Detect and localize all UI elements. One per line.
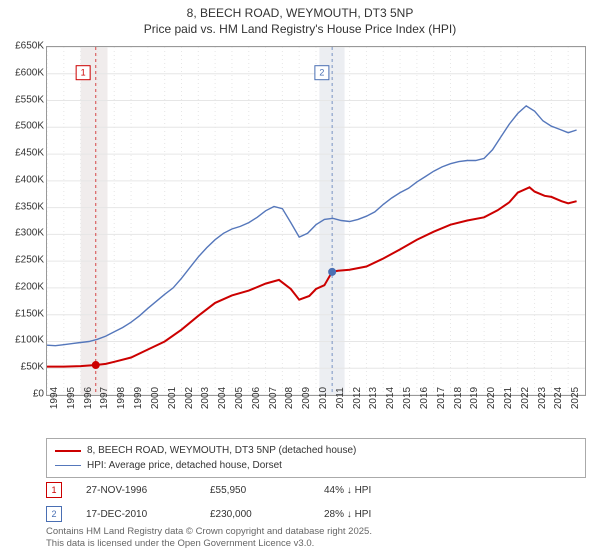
footer-line1: Contains HM Land Registry data © Crown c…	[46, 526, 586, 538]
y-axis-tick-label: £300K	[0, 228, 44, 239]
x-axis-tick-label: 2016	[419, 387, 430, 409]
x-axis-tick-label: 2006	[251, 387, 262, 409]
x-axis-tick-label: 2004	[217, 387, 228, 409]
x-axis-tick-label: 1996	[83, 387, 94, 409]
y-axis-tick-label: £0	[0, 389, 44, 400]
x-axis-tick-label: 2013	[368, 387, 379, 409]
legend-label: 8, BEECH ROAD, WEYMOUTH, DT3 5NP (detach…	[87, 443, 356, 458]
x-axis-tick-label: 2025	[570, 387, 581, 409]
x-axis-tick-label: 2022	[520, 387, 531, 409]
x-axis-tick-label: 2005	[234, 387, 245, 409]
x-axis-tick-label: 1997	[99, 387, 110, 409]
x-axis-tick-label: 2021	[503, 387, 514, 409]
legend-item: 8, BEECH ROAD, WEYMOUTH, DT3 5NP (detach…	[55, 443, 577, 458]
x-axis-tick-label: 1998	[116, 387, 127, 409]
x-axis-tick-label: 1994	[49, 387, 60, 409]
x-axis-tick-label: 2019	[469, 387, 480, 409]
title-line1: 8, BEECH ROAD, WEYMOUTH, DT3 5NP	[0, 6, 600, 22]
y-axis-tick-label: £650K	[0, 41, 44, 52]
transaction-comparison: 28% ↓ HPI	[324, 509, 371, 520]
chart-title: 8, BEECH ROAD, WEYMOUTH, DT3 5NP Price p…	[0, 0, 600, 37]
y-axis-tick-label: £50K	[0, 362, 44, 373]
x-axis-tick-label: 2011	[335, 387, 346, 409]
x-axis-tick-label: 2024	[553, 387, 564, 409]
transaction-marker-icon: 2	[46, 506, 62, 522]
x-axis-tick-label: 2017	[436, 387, 447, 409]
y-axis-tick-label: £450K	[0, 148, 44, 159]
svg-text:1: 1	[81, 68, 86, 78]
y-axis-tick-label: £100K	[0, 335, 44, 346]
y-axis-tick-label: £200K	[0, 281, 44, 292]
x-axis-tick-label: 2010	[318, 387, 329, 409]
x-axis-tick-label: 2001	[167, 387, 178, 409]
legend-swatch	[55, 450, 81, 452]
transaction-row: 1 27-NOV-1996 £55,950 44% ↓ HPI	[46, 478, 586, 502]
y-axis-tick-label: £400K	[0, 174, 44, 185]
x-axis-tick-label: 2015	[402, 387, 413, 409]
x-axis-tick-label: 2009	[301, 387, 312, 409]
x-axis-tick-label: 2007	[268, 387, 279, 409]
y-axis-tick-label: £150K	[0, 308, 44, 319]
x-axis-tick-label: 1995	[66, 387, 77, 409]
title-line2: Price paid vs. HM Land Registry's House …	[0, 22, 600, 38]
x-axis-tick-label: 2023	[537, 387, 548, 409]
x-axis-tick-label: 2020	[486, 387, 497, 409]
transaction-table: 1 27-NOV-1996 £55,950 44% ↓ HPI 2 17-DEC…	[46, 478, 586, 526]
x-axis-tick-label: 2014	[385, 387, 396, 409]
transaction-date: 27-NOV-1996	[86, 485, 186, 496]
y-axis-tick-label: £600K	[0, 67, 44, 78]
x-axis-tick-label: 1999	[133, 387, 144, 409]
footer-line2: This data is licensed under the Open Gov…	[46, 538, 586, 550]
y-axis-tick-label: £500K	[0, 121, 44, 132]
chart-plot-area: 12	[46, 46, 586, 396]
chart-svg: 12	[47, 47, 585, 395]
transaction-comparison: 44% ↓ HPI	[324, 485, 371, 496]
x-axis-tick-label: 2018	[453, 387, 464, 409]
legend: 8, BEECH ROAD, WEYMOUTH, DT3 5NP (detach…	[46, 438, 586, 478]
y-axis-tick-label: £350K	[0, 201, 44, 212]
transaction-price: £55,950	[210, 485, 300, 496]
y-axis-tick-label: £250K	[0, 255, 44, 266]
legend-swatch	[55, 465, 81, 466]
x-axis-tick-label: 2012	[352, 387, 363, 409]
svg-text:2: 2	[319, 68, 324, 78]
legend-label: HPI: Average price, detached house, Dors…	[87, 458, 282, 473]
x-axis-tick-label: 2008	[284, 387, 295, 409]
x-axis-tick-label: 2002	[184, 387, 195, 409]
x-axis-tick-label: 2003	[200, 387, 211, 409]
transaction-marker-icon: 1	[46, 482, 62, 498]
transaction-date: 17-DEC-2010	[86, 509, 186, 520]
legend-item: HPI: Average price, detached house, Dors…	[55, 458, 577, 473]
y-axis-tick-label: £550K	[0, 94, 44, 105]
x-axis-tick-label: 2000	[150, 387, 161, 409]
footer-attribution: Contains HM Land Registry data © Crown c…	[46, 526, 586, 550]
transaction-row: 2 17-DEC-2010 £230,000 28% ↓ HPI	[46, 502, 586, 526]
transaction-price: £230,000	[210, 509, 300, 520]
